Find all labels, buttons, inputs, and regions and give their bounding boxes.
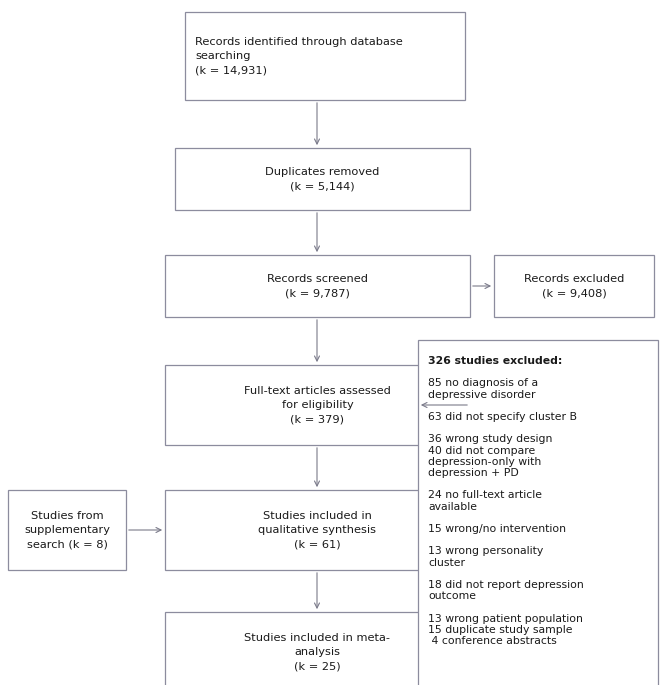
Text: 4 conference abstracts: 4 conference abstracts bbox=[428, 636, 557, 646]
Text: 13 wrong personality: 13 wrong personality bbox=[428, 547, 543, 556]
Text: Studies included in
qualitative synthesis
(k = 61): Studies included in qualitative synthesi… bbox=[259, 510, 377, 549]
FancyBboxPatch shape bbox=[165, 365, 470, 445]
Text: Studies included in meta-
analysis
(k = 25): Studies included in meta- analysis (k = … bbox=[245, 633, 391, 671]
Text: 326 studies excluded:: 326 studies excluded: bbox=[428, 356, 562, 366]
Text: 24 no full-text article: 24 no full-text article bbox=[428, 490, 542, 501]
Text: Records screened
(k = 9,787): Records screened (k = 9,787) bbox=[267, 274, 368, 298]
Text: 40 did not compare: 40 did not compare bbox=[428, 446, 535, 456]
FancyBboxPatch shape bbox=[185, 12, 465, 100]
Text: outcome: outcome bbox=[428, 591, 476, 601]
Text: depressive disorder: depressive disorder bbox=[428, 390, 535, 399]
Text: 63 did not specify cluster B: 63 did not specify cluster B bbox=[428, 412, 577, 422]
Text: Duplicates removed
(k = 5,144): Duplicates removed (k = 5,144) bbox=[265, 167, 380, 191]
Text: 13 wrong patient population: 13 wrong patient population bbox=[428, 614, 583, 623]
FancyBboxPatch shape bbox=[165, 490, 470, 570]
FancyBboxPatch shape bbox=[494, 255, 654, 317]
Text: depression-only with: depression-only with bbox=[428, 457, 541, 466]
Text: Records identified through database
searching
(k = 14,931): Records identified through database sear… bbox=[195, 36, 403, 75]
Text: 18 did not report depression: 18 did not report depression bbox=[428, 580, 584, 590]
Text: depression + PD: depression + PD bbox=[428, 468, 519, 478]
FancyBboxPatch shape bbox=[165, 612, 470, 685]
Text: Studies from
supplementary
search (k = 8): Studies from supplementary search (k = 8… bbox=[24, 510, 110, 549]
FancyBboxPatch shape bbox=[418, 340, 658, 685]
Text: 36 wrong study design: 36 wrong study design bbox=[428, 434, 552, 445]
FancyBboxPatch shape bbox=[8, 490, 126, 570]
Text: Full-text articles assessed
for eligibility
(k = 379): Full-text articles assessed for eligibil… bbox=[244, 386, 391, 425]
Text: 85 no diagnosis of a: 85 no diagnosis of a bbox=[428, 378, 538, 388]
FancyBboxPatch shape bbox=[175, 148, 470, 210]
Text: 15 wrong/no intervention: 15 wrong/no intervention bbox=[428, 524, 566, 534]
Text: available: available bbox=[428, 501, 477, 512]
Text: cluster: cluster bbox=[428, 558, 465, 568]
Text: 15 duplicate study sample: 15 duplicate study sample bbox=[428, 625, 572, 635]
FancyBboxPatch shape bbox=[165, 255, 470, 317]
Text: Records excluded
(k = 9,408): Records excluded (k = 9,408) bbox=[524, 274, 624, 298]
